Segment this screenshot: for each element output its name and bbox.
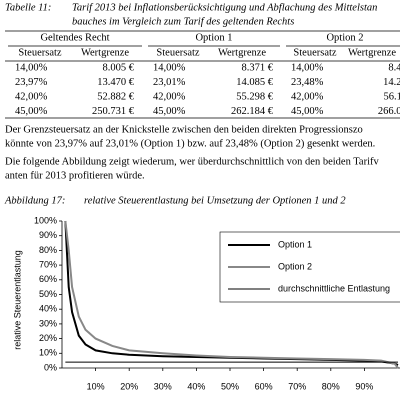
x-tick-label: 90% — [355, 381, 373, 391]
x-tick-label: 70% — [288, 381, 306, 391]
table-column-header: Steuersatz — [293, 47, 336, 58]
figure-label: Abbildung 17: — [4, 195, 65, 206]
chart: 0% 10% 20% 30% 40% 50% 60% 70% 80% 90% 100% 10% 20% 3… — [12, 215, 400, 391]
table-cell: 8.495 — [388, 62, 400, 73]
legend-label: Option 2 — [278, 261, 312, 271]
legend-label: durchschnittliche Entlastung — [278, 283, 390, 293]
table-group-header: Option 2 — [326, 32, 363, 43]
y-tick-label: 20% — [39, 333, 57, 343]
legend-box — [219, 231, 400, 303]
y-tick-label: 0% — [44, 362, 57, 372]
paragraph-line: Der Grenzsteuersatz an der Knickstelle z… — [5, 124, 363, 135]
y-tick-label: 30% — [39, 318, 57, 328]
series-line — [64, 220, 399, 369]
x-tick-label: 40% — [187, 381, 205, 391]
legend-label: Option 1 — [278, 239, 312, 249]
table-column-header: Steuersatz — [156, 47, 199, 58]
table-cell: 14.085 € — [236, 77, 274, 88]
table-cell: 8.371 € — [242, 62, 274, 73]
table-cell: 14,00% — [291, 62, 324, 73]
y-tick-label: 70% — [39, 259, 57, 269]
table-cell: 55.298 € — [236, 91, 274, 102]
table-cell: 52.882 € — [97, 91, 135, 102]
table-column-header: Wertgrenze — [218, 47, 266, 58]
table-cell: 23,48% — [291, 77, 324, 88]
table-caption: bauches im Vergleich zum Tarif des gelte… — [72, 16, 294, 27]
y-tick-label: 90% — [39, 230, 57, 240]
paragraph-line: anten für 2013 profitieren würde. — [5, 170, 145, 181]
table-cell: 42,00% — [153, 91, 186, 102]
table-cell: 8.005 € — [103, 62, 135, 73]
y-tick-label: 100% — [34, 215, 57, 225]
table-cell: 56.119 — [384, 91, 400, 102]
x-tick-label: 30% — [154, 381, 172, 391]
table-cell: 13.470 € — [97, 77, 135, 88]
table-group-header: Geltendes Recht — [40, 32, 109, 43]
table-cell: 45,00% — [153, 106, 186, 117]
table-cell: 23,97% — [15, 77, 48, 88]
y-tick-label: 50% — [39, 289, 57, 299]
x-tick-label: 60% — [255, 381, 273, 391]
y-tick-label: 60% — [39, 274, 57, 284]
table-cell: 42,00% — [291, 91, 324, 102]
table-cell: 23,01% — [153, 77, 186, 88]
x-tick-label: 10% — [87, 381, 105, 391]
x-tick-label: 20% — [120, 381, 138, 391]
table-column-header: Steuersatz — [18, 47, 61, 58]
y-tick-label: 80% — [39, 245, 57, 255]
y-tick-label: 10% — [39, 348, 57, 358]
table-caption-label: Tabelle 11: — [5, 2, 51, 13]
table-cell: 14,00% — [153, 62, 186, 73]
x-tick-label: 50% — [221, 381, 239, 391]
table-cell: 45,00% — [291, 106, 324, 117]
table-cell: 262.184 € — [231, 106, 274, 117]
table-column-header: Wertgrenze — [81, 47, 129, 58]
table-column-header: Wertgrenze — [348, 47, 396, 58]
figure-title: relative Steuerentlastung bei Umsetzung … — [84, 195, 346, 206]
table-cell: 250.731 € — [92, 106, 135, 117]
table-group-header: Option 1 — [195, 32, 232, 43]
table-cell: 45,00% — [15, 106, 48, 117]
table-cell: 42,00% — [15, 91, 48, 102]
y-tick-label: 40% — [39, 304, 57, 314]
table-cell: 14.294 — [383, 77, 400, 88]
table-cell: 14,00% — [15, 62, 48, 73]
paragraph-line: könnte von 23,97% auf 23,01% (Option 1) … — [5, 138, 375, 149]
table-caption: Tarif 2013 bei Inflationsberücksichtigun… — [72, 2, 377, 13]
y-axis-label: relative Steuerentlastung — [12, 250, 22, 350]
paragraph-line: Die folgende Abbildung zeigt wiederum, w… — [5, 156, 380, 167]
table-cell: 266.078 — [378, 106, 400, 117]
x-tick-label: 80% — [322, 381, 340, 391]
